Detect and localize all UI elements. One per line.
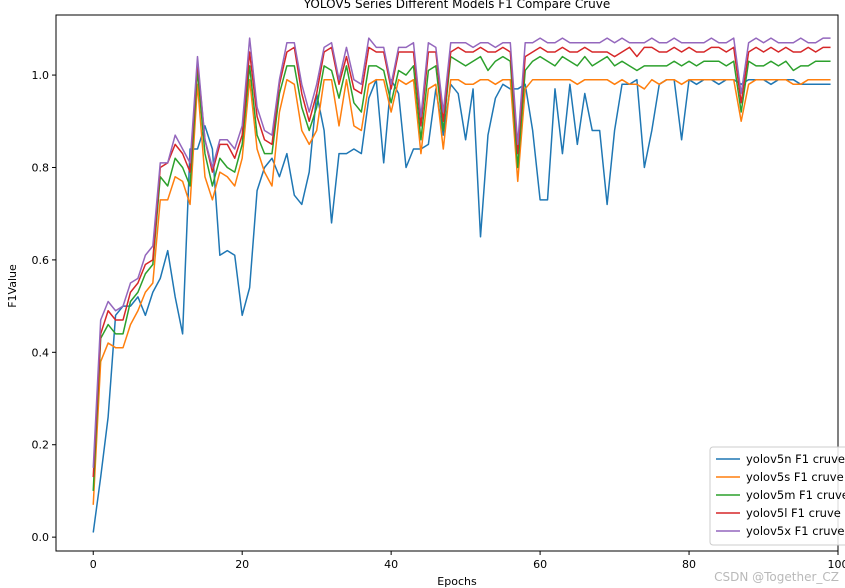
watermark: CSDN @Together_CZ xyxy=(714,570,839,584)
legend-label: yolov5s F1 cruve xyxy=(746,470,844,484)
y-tick-label: 0.4 xyxy=(32,346,50,359)
legend-label: yolov5m F1 cruve xyxy=(746,488,845,502)
series-line-yolov5x xyxy=(92,37,831,468)
series-line-yolov5m xyxy=(92,55,831,491)
x-tick-label: 0 xyxy=(90,558,97,571)
x-tick-label: 40 xyxy=(384,558,398,571)
y-axis-label: F1Value xyxy=(6,264,19,308)
y-tick-label: 0.8 xyxy=(32,161,50,174)
y-tick-label: 0.0 xyxy=(32,531,50,544)
legend: yolov5n F1 cruve yolov5s F1 cruve yolov5m … xyxy=(709,446,845,546)
x-tick-label: 100 xyxy=(828,558,845,571)
x-tick-label: 60 xyxy=(533,558,547,571)
y-tick-label: 0.6 xyxy=(32,254,50,267)
legend-box xyxy=(709,446,845,546)
x-tick-label: 20 xyxy=(235,558,249,571)
series-line-yolov5s xyxy=(92,78,831,505)
legend-label: yolov5n F1 cruve xyxy=(746,452,845,466)
series-line-yolov5l xyxy=(92,46,831,478)
x-axis: 0 20 40 60 80 100 xyxy=(90,551,845,571)
legend-label: yolov5l F1 cruve xyxy=(746,506,841,520)
x-axis-label: Epochs xyxy=(437,575,477,588)
x-tick-label: 80 xyxy=(682,558,696,571)
y-tick-label: 0.2 xyxy=(32,439,50,452)
plot-frame xyxy=(55,14,839,552)
y-axis: 0.0 0.2 0.4 0.6 0.8 1.0 xyxy=(32,69,56,544)
legend-label: yolov5x F1 cruve xyxy=(746,524,844,538)
plot-area xyxy=(92,37,831,533)
chart-title: YOLOV5 Series Different Models F1 Compar… xyxy=(303,0,611,11)
y-tick-label: 1.0 xyxy=(32,69,50,82)
